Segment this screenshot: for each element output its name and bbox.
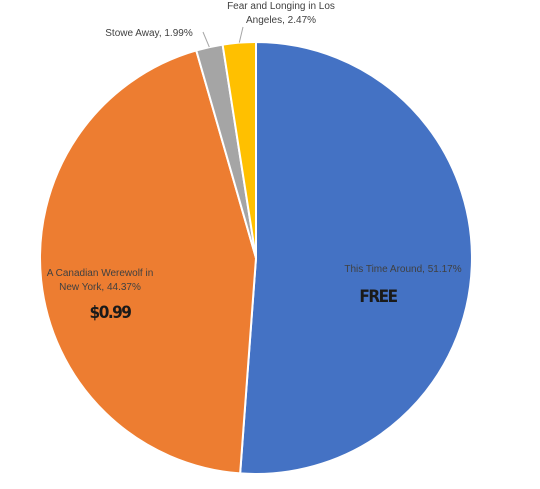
leader-stowe-away: [202, 31, 210, 48]
slice-canadian-werewolf: [39, 49, 258, 475]
leader-fear-and-longing: [238, 26, 244, 43]
label-stowe-away: Stowe Away, 1.99%: [105, 28, 193, 39]
label-this-time-around: This Time Around, 51.17%: [344, 264, 461, 275]
label-fear-and-longing-line2: Angeles, 2.47%: [246, 15, 316, 26]
label-canadian-werewolf-line2: New York, 44.37%: [59, 282, 141, 293]
label-canadian-werewolf-line1: A Canadian Werewolf in: [47, 268, 154, 279]
pie-slices: [39, 40, 473, 475]
price-canadian-werewolf: $0.99: [90, 303, 132, 323]
slice-fear-and-longing: [221, 40, 257, 259]
price-this-time-around: FREE: [359, 287, 397, 307]
leader-lines: [202, 26, 244, 48]
label-fear-and-longing-line1: Fear and Longing in Los: [227, 1, 335, 12]
slice-this-time-around: [239, 40, 473, 475]
